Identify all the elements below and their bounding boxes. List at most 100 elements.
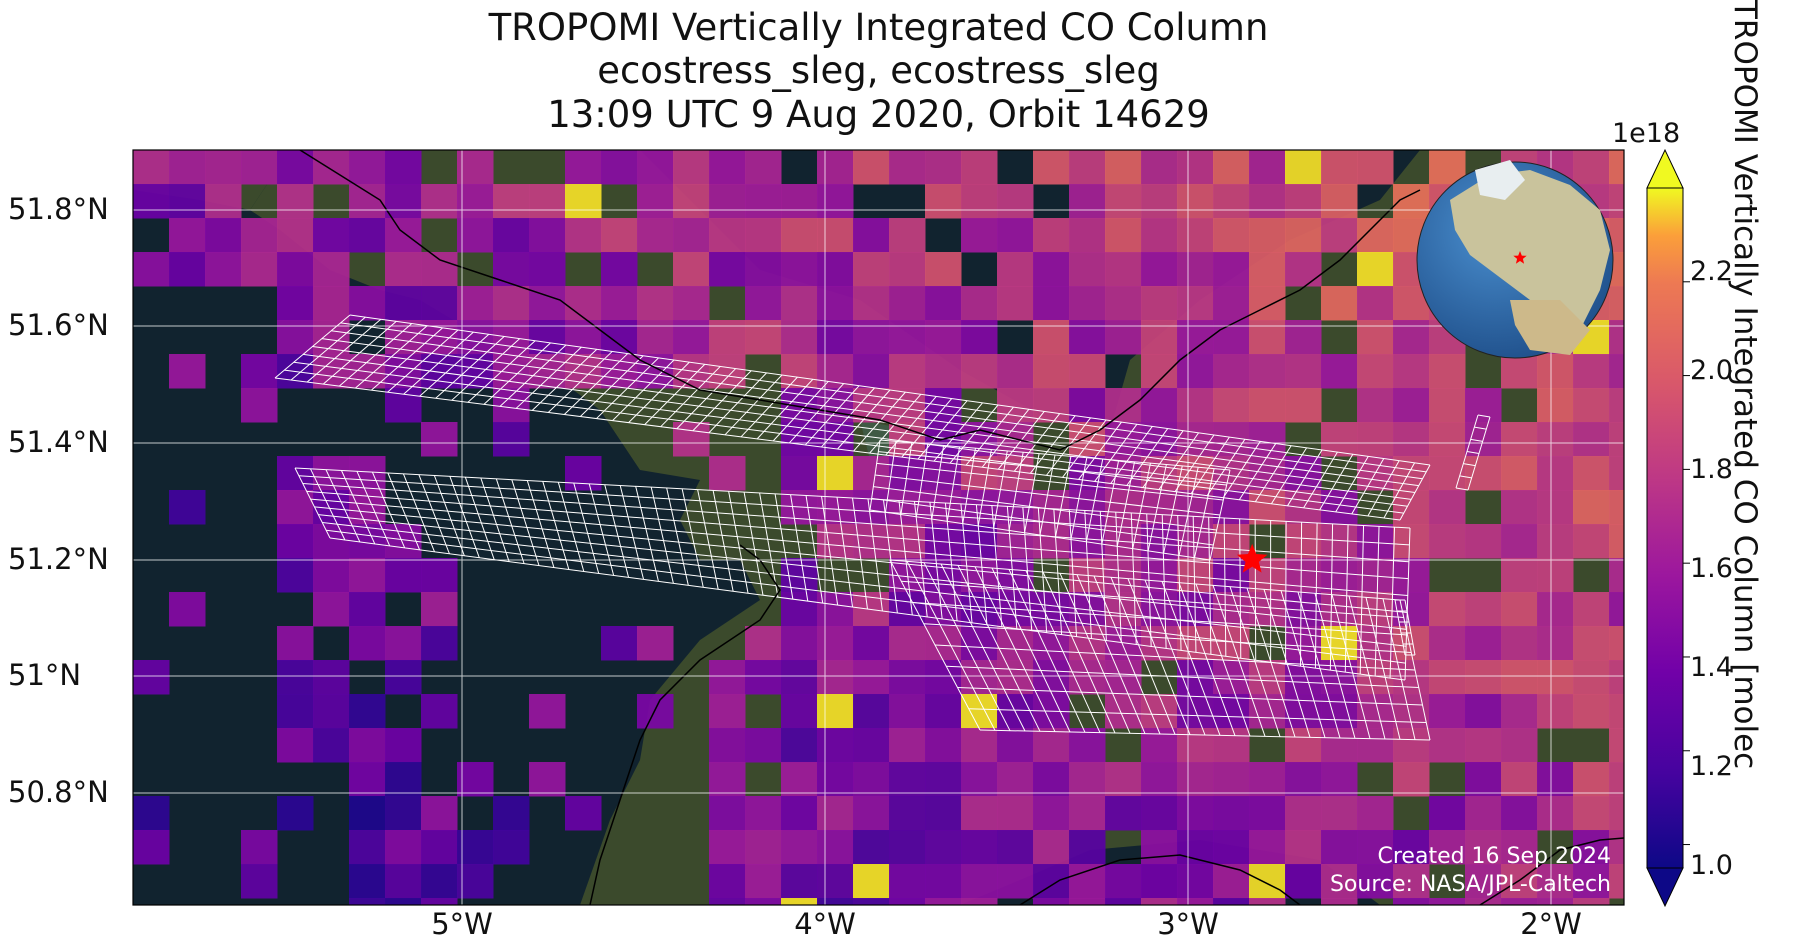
co-pixel <box>1249 762 1286 797</box>
chart-subtitle: ecostress_sleg, ecostress_sleg <box>597 49 1160 92</box>
co-pixel <box>1213 252 1250 287</box>
co-pixel <box>961 626 998 661</box>
co-pixel <box>1249 150 1286 185</box>
co-pixel <box>1069 898 1106 905</box>
co-pixel <box>925 762 962 797</box>
co-pixel <box>1321 286 1358 321</box>
footprint-swath-mid <box>402 473 435 552</box>
co-pixel <box>709 728 746 763</box>
co-pixel <box>709 320 746 355</box>
footprint-swath-mid <box>1084 510 1092 639</box>
lon-tick-label: 2°W <box>1520 907 1582 941</box>
footprint-swath-mid <box>310 498 1408 597</box>
co-pixel <box>1573 660 1610 695</box>
co-pixel <box>673 150 710 185</box>
co-pixel <box>1609 354 1624 389</box>
co-pixel <box>1105 184 1142 219</box>
co-pixel <box>133 830 170 865</box>
co-pixel <box>1465 796 1502 831</box>
co-pixel <box>1285 252 1322 287</box>
co-pixel <box>277 558 314 593</box>
co-pixel <box>1501 796 1538 831</box>
co-pixel <box>277 184 314 219</box>
co-pixel <box>745 898 782 905</box>
footprint-swath-north <box>312 346 1416 493</box>
footprint-swath-mid <box>557 482 585 572</box>
co-pixel <box>817 626 854 661</box>
co-pixel <box>457 354 494 389</box>
co-pixel <box>601 320 638 355</box>
co-pixel <box>745 626 782 661</box>
co-pixel <box>1105 796 1142 831</box>
co-pixel <box>997 728 1034 763</box>
co-pixel <box>1393 354 1430 389</box>
co-pixel <box>853 762 890 797</box>
co-pixel <box>1321 354 1358 389</box>
co-pixel <box>1069 286 1106 321</box>
co-pixel <box>1429 422 1466 457</box>
co-pixel <box>781 592 818 627</box>
footprint-swath-north <box>293 361 1408 507</box>
co-pixel <box>565 218 602 253</box>
co-pixel <box>1465 592 1502 627</box>
co-pixel <box>1573 796 1610 831</box>
co-pixel <box>1357 864 1394 899</box>
co-pixel <box>349 218 386 253</box>
co-pixel <box>1213 354 1250 389</box>
co-pixel <box>1609 150 1624 185</box>
co-pixel <box>1213 660 1250 695</box>
co-pixel <box>853 320 890 355</box>
co-pixel <box>457 286 494 321</box>
footprint-swath-east <box>1477 414 1491 418</box>
co-pixel <box>1573 422 1610 457</box>
co-pixel <box>1465 388 1502 423</box>
co-pixel <box>1177 150 1214 185</box>
footprint-swath-north <box>340 322 1427 473</box>
co-pixel <box>853 286 890 321</box>
co-pixel <box>1321 490 1358 525</box>
co-pixel <box>817 490 854 525</box>
co-pixel <box>673 320 710 355</box>
co-pixel <box>385 728 422 763</box>
co-pixel <box>1429 524 1466 559</box>
footprint-swath-mid <box>1299 522 1303 667</box>
co-pixel <box>1213 524 1250 559</box>
co-pixel <box>817 728 854 763</box>
co-pixel <box>1465 762 1502 797</box>
footprint-swath-mid <box>1053 508 1063 635</box>
co-pixel <box>565 184 602 219</box>
co-pixel <box>1105 150 1142 185</box>
co-pixel <box>1537 592 1574 627</box>
co-pixel <box>565 796 602 831</box>
co-pixel <box>889 660 926 695</box>
coastline-south <box>589 544 781 905</box>
co-pixel <box>313 592 350 627</box>
co-pixel <box>421 796 458 831</box>
colorbar-label: TROPOMI Vertically Integrated CO Column … <box>1727 0 1763 770</box>
co-pixel <box>1069 218 1106 253</box>
co-pixel <box>889 796 926 831</box>
footprint-swath-mid <box>650 487 674 584</box>
co-pixel <box>313 252 350 287</box>
co-pixel <box>1033 898 1070 905</box>
co-pixel <box>1105 864 1142 899</box>
footprint-swath-east <box>1466 451 1480 454</box>
lat-tick-label: 51.4°N <box>8 425 109 459</box>
co-pixel <box>709 864 746 899</box>
co-pixel <box>1501 694 1538 729</box>
co-pixel <box>493 218 530 253</box>
co-pixel <box>1105 898 1142 905</box>
footprint-swath-channel <box>873 486 1217 531</box>
co-pixel <box>169 252 206 287</box>
chart-title: TROPOMI Vertically Integrated CO Column <box>488 6 1269 49</box>
colorbar-tick-label: 2.2 <box>1690 256 1733 287</box>
co-pixel <box>1033 796 1070 831</box>
co-pixel <box>1429 728 1466 763</box>
co-pixel <box>1249 252 1286 287</box>
coastline-dorset <box>1479 837 1624 905</box>
co-pixel <box>1429 456 1466 491</box>
co-pixel <box>385 830 422 865</box>
co-pixel <box>277 728 314 763</box>
co-pixel <box>1033 524 1070 559</box>
footprint-swath-mid <box>329 537 1406 681</box>
